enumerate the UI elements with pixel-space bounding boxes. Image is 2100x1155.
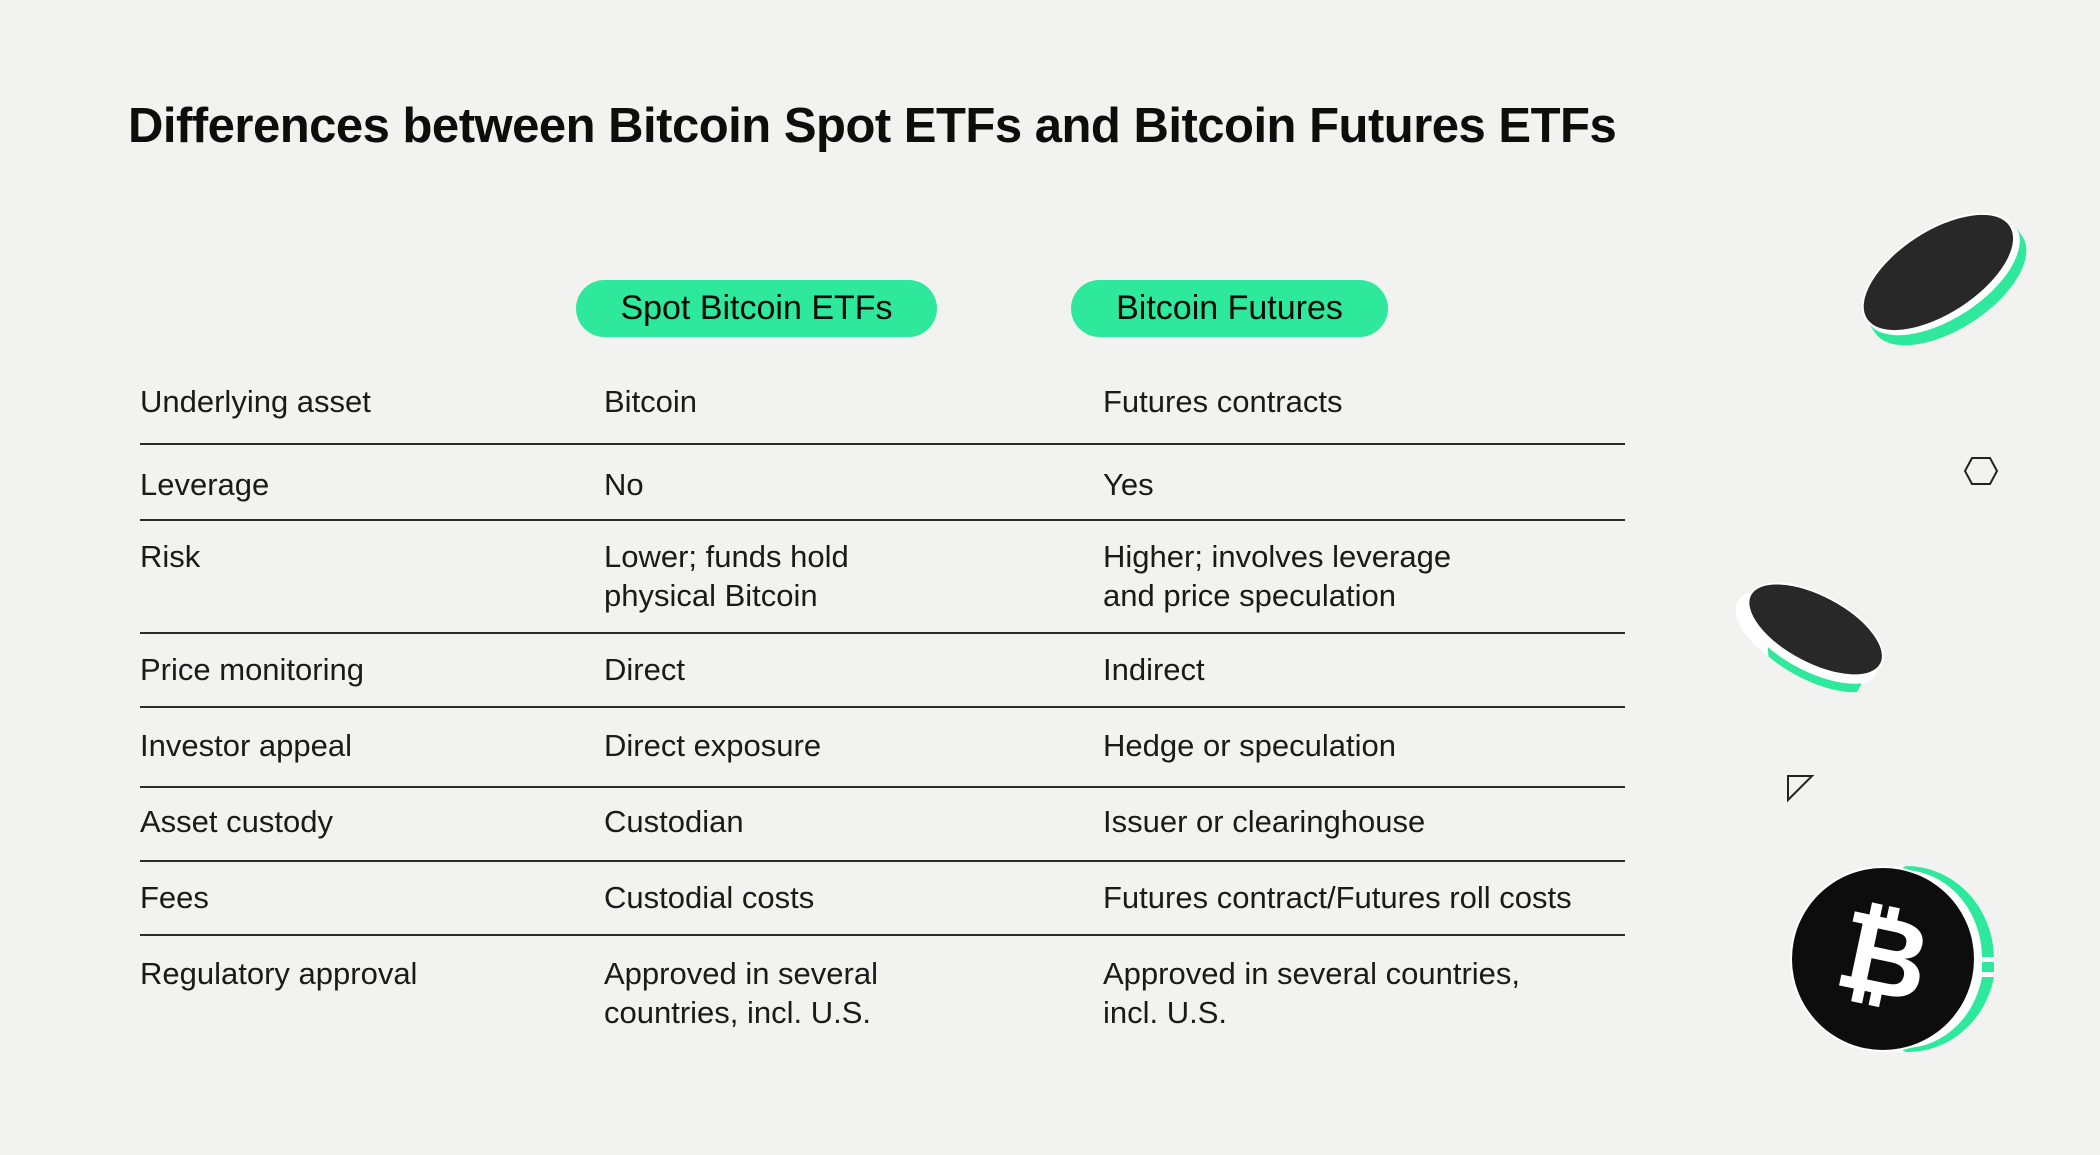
futures-value: Hedge or speculation	[1103, 728, 1396, 763]
table-row: Price monitoring Direct Indirect	[140, 634, 1625, 708]
row-label: Leverage	[140, 467, 270, 502]
row-label: Fees	[140, 880, 209, 915]
hexagon-outline-icon	[1963, 457, 1999, 485]
triangle-outline-icon	[1787, 775, 1815, 803]
tilted-coin-icon	[1735, 582, 1884, 693]
row-label: Investor appeal	[140, 728, 352, 763]
spot-value: Lower; funds hold physical Bitcoin	[604, 539, 849, 613]
futures-value: Futures contract/Futures roll costs	[1103, 880, 1572, 915]
futures-value: Indirect	[1103, 652, 1205, 687]
page-title: Differences between Bitcoin Spot ETFs an…	[128, 99, 1617, 153]
row-label: Price monitoring	[140, 652, 364, 687]
column-header-spot-etfs: Spot Bitcoin ETFs	[576, 280, 937, 337]
table-row: Leverage No Yes	[140, 445, 1625, 521]
spot-value: Direct exposure	[604, 728, 822, 763]
spot-value: No	[604, 467, 644, 502]
futures-value: Approved in several countries, incl. U.S…	[1103, 956, 1521, 1030]
table-row: Underlying asset Bitcoin Futures contrac…	[140, 360, 1625, 445]
tilted-coin-icon	[1861, 212, 2027, 346]
table-row: Regulatory approval Approved in several …	[140, 936, 1625, 1046]
spot-value: Custodian	[604, 804, 744, 839]
comparison-table: Underlying asset Bitcoin Futures contrac…	[140, 360, 1625, 1046]
futures-value: Higher; involves leverage and price spec…	[1103, 539, 1452, 613]
spot-value: Bitcoin	[604, 384, 698, 419]
table-row: Investor appeal Direct exposure Hedge or…	[140, 708, 1625, 788]
table-row: Asset custody Custodian Issuer or cleari…	[140, 788, 1625, 862]
spot-value: Direct	[604, 652, 685, 687]
bitcoin-coin-icon: ₿	[1790, 866, 1994, 1053]
futures-value: Yes	[1103, 467, 1154, 502]
row-label: Underlying asset	[140, 384, 371, 419]
spot-value: Custodial costs	[604, 880, 815, 915]
row-label: Asset custody	[140, 804, 333, 839]
table-row: Fees Custodial costs Futures contract/Fu…	[140, 862, 1625, 936]
futures-value: Issuer or clearinghouse	[1103, 804, 1426, 839]
column-header-bitcoin-futures: Bitcoin Futures	[1071, 280, 1388, 337]
row-label: Risk	[140, 539, 201, 574]
table-row: Risk Lower; funds hold physical Bitcoin …	[140, 521, 1625, 634]
row-label: Regulatory approval	[140, 956, 418, 991]
spot-value: Approved in several countries, incl. U.S…	[604, 956, 878, 1030]
futures-value: Futures contracts	[1103, 384, 1343, 419]
